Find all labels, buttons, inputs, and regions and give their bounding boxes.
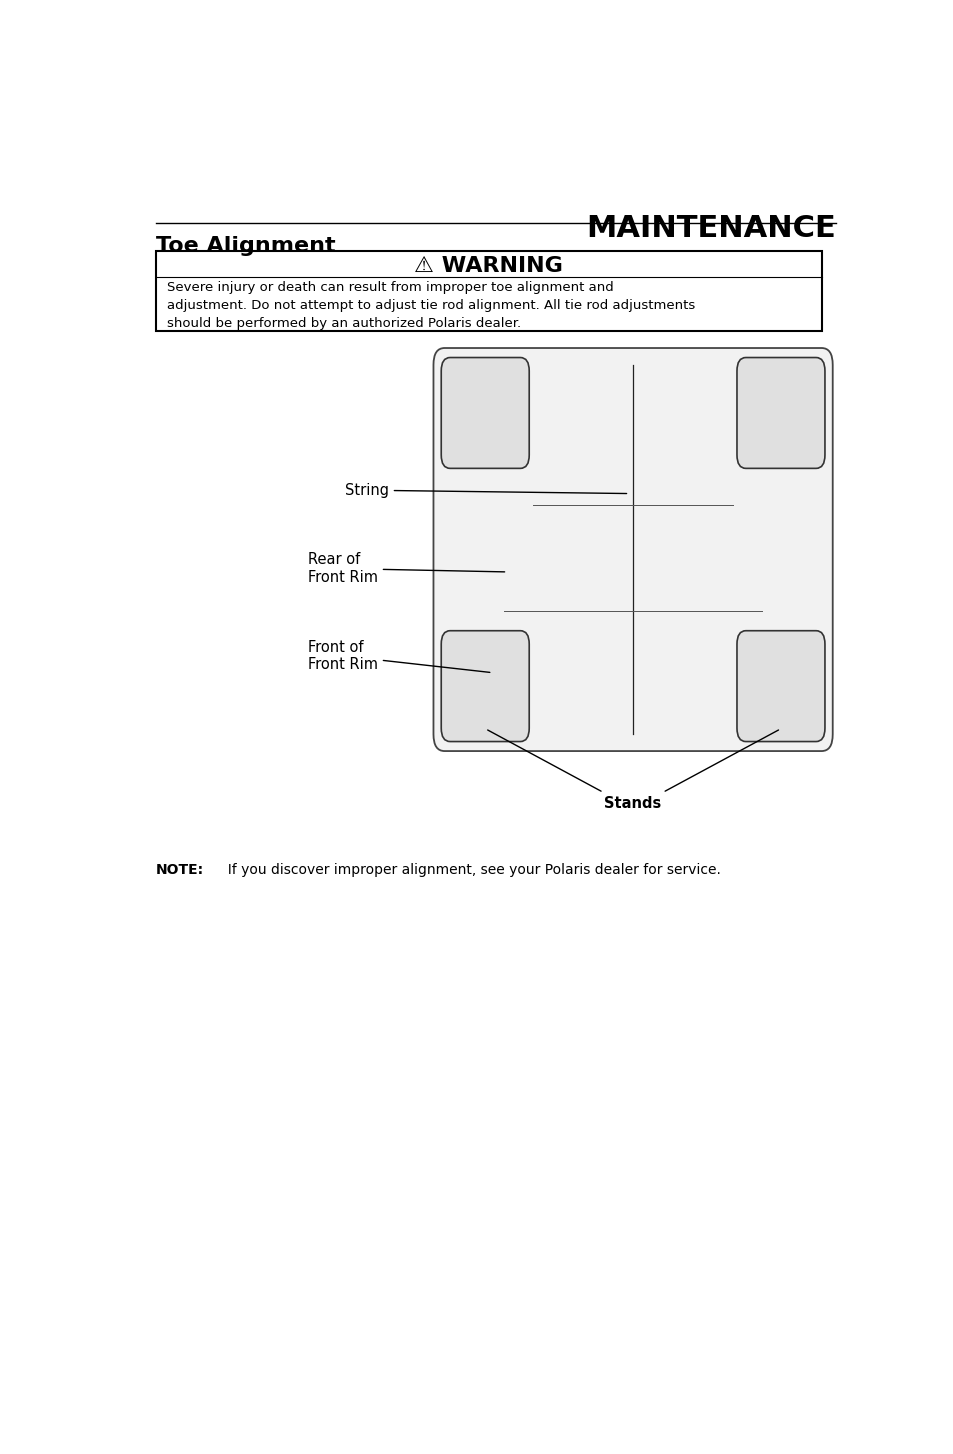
Text: MAINTENANCE: MAINTENANCE: [586, 214, 836, 243]
FancyBboxPatch shape: [441, 358, 529, 468]
FancyBboxPatch shape: [433, 348, 832, 752]
Text: ⚠ WARNING: ⚠ WARNING: [414, 256, 563, 276]
FancyBboxPatch shape: [737, 358, 824, 468]
Text: NOTE:: NOTE:: [156, 864, 204, 877]
Bar: [156, 250, 821, 332]
Text: Toe Alignment: Toe Alignment: [156, 236, 335, 256]
FancyBboxPatch shape: [737, 631, 824, 742]
Text: If you discover improper alignment, see your Polaris dealer for service.: If you discover improper alignment, see …: [219, 864, 720, 877]
Text: Stands: Stands: [604, 795, 661, 811]
Text: Front of
Front Rim: Front of Front Rim: [308, 640, 489, 672]
Text: Rear of
Front Rim: Rear of Front Rim: [308, 553, 504, 585]
Text: String: String: [344, 483, 626, 497]
Text: Severe injury or death can result from improper toe alignment and
adjustment. Do: Severe injury or death can result from i…: [167, 281, 695, 330]
FancyBboxPatch shape: [441, 631, 529, 742]
